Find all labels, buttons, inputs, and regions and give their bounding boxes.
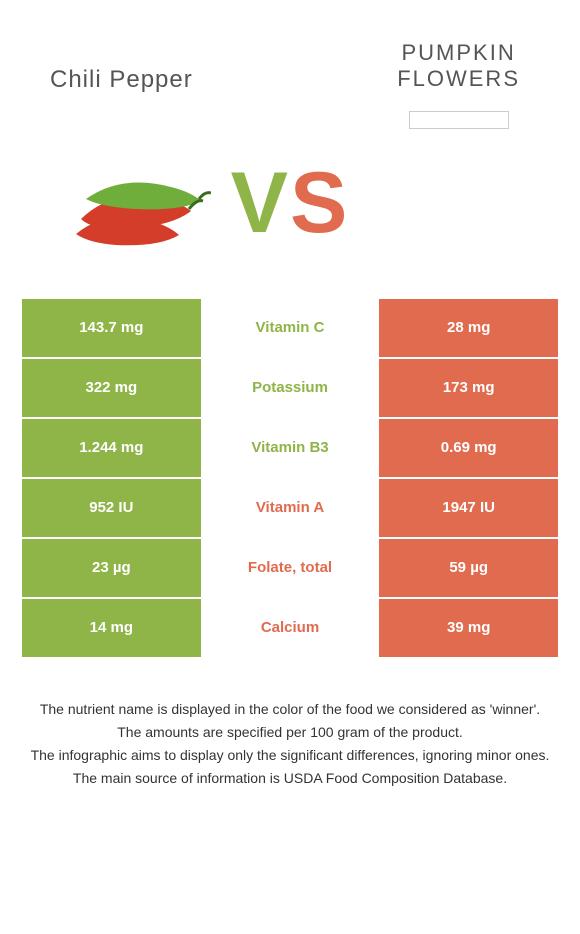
right-value-cell: 1947 IU: [379, 479, 558, 539]
right-value-cell: 173 mg: [379, 359, 558, 419]
left-value-cell: 1.244 mg: [22, 419, 201, 479]
vs-row: VS: [0, 149, 580, 259]
left-value-cell: 14 mg: [22, 599, 201, 659]
table-row: 14 mgCalcium39 mg: [22, 599, 558, 659]
nutrient-name-cell: Vitamin C: [201, 299, 380, 359]
footnote-line: The main source of information is USDA F…: [20, 768, 560, 789]
footnote-line: The amounts are specified per 100 gram o…: [20, 722, 560, 743]
nutrient-name-cell: Vitamin B3: [201, 419, 380, 479]
footnotes: The nutrient name is displayed in the co…: [20, 699, 560, 789]
right-col: PUMPKINFLOWERS: [397, 40, 520, 129]
header: Chili pepper PUMPKINFLOWERS: [0, 0, 580, 139]
table-row: 143.7 mgVitamin C28 mg: [22, 299, 558, 359]
table-row: 952 IUVitamin A1947 IU: [22, 479, 558, 539]
left-food-title: Chili pepper: [50, 40, 193, 94]
nutrient-name-cell: Folate, total: [201, 539, 380, 599]
vs-label: VS: [231, 154, 350, 253]
table-row: 23 µgFolate, total59 µg: [22, 539, 558, 599]
right-value-cell: 28 mg: [379, 299, 558, 359]
left-value-cell: 143.7 mg: [22, 299, 201, 359]
right-value-cell: 39 mg: [379, 599, 558, 659]
footnote-line: The nutrient name is displayed in the co…: [20, 699, 560, 720]
right-food-image-blank: [369, 149, 529, 259]
chili-pepper-image: [51, 149, 211, 259]
left-value-cell: 23 µg: [22, 539, 201, 599]
vs-letter-s: S: [290, 155, 349, 251]
nutrient-name-cell: Calcium: [201, 599, 380, 659]
right-value-cell: 0.69 mg: [379, 419, 558, 479]
right-food-title: PUMPKINFLOWERS: [397, 40, 520, 93]
footnote-line: The infographic aims to display only the…: [20, 745, 560, 766]
vs-letter-v: V: [231, 155, 290, 251]
table-row: 322 mgPotassium173 mg: [22, 359, 558, 419]
nutrient-name-cell: Potassium: [201, 359, 380, 419]
nutrient-table: 143.7 mgVitamin C28 mg322 mgPotassium173…: [22, 299, 558, 659]
left-value-cell: 952 IU: [22, 479, 201, 539]
table-row: 1.244 mgVitamin B30.69 mg: [22, 419, 558, 479]
left-value-cell: 322 mg: [22, 359, 201, 419]
right-food-image-placeholder: [409, 111, 509, 129]
nutrient-name-cell: Vitamin A: [201, 479, 380, 539]
right-value-cell: 59 µg: [379, 539, 558, 599]
